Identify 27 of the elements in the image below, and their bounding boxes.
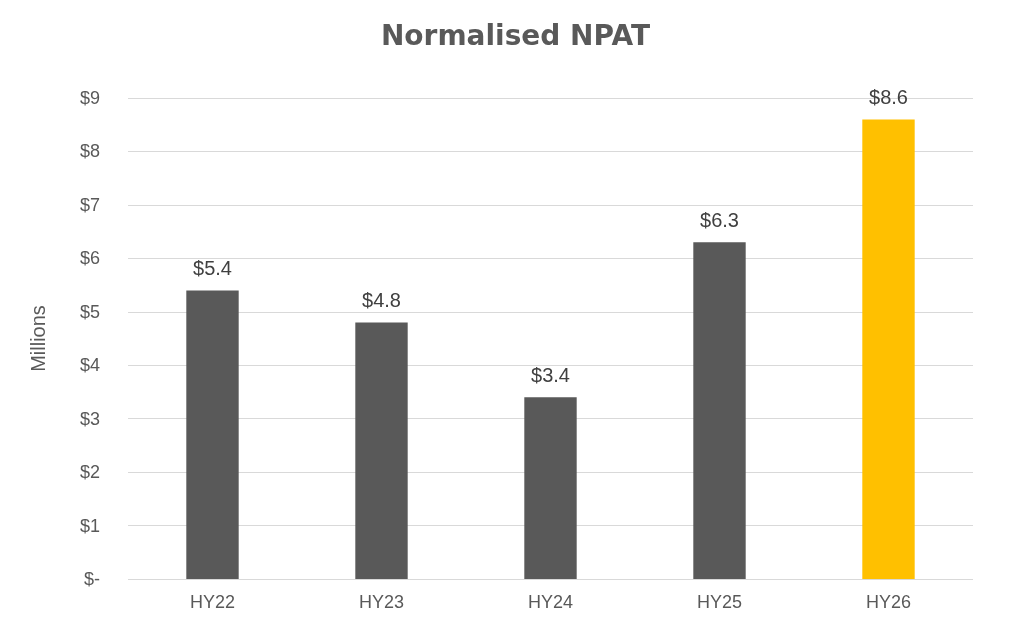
bar <box>355 322 408 579</box>
chart-title: Normalised NPAT <box>380 18 651 52</box>
x-tick-label: HY25 <box>696 592 743 612</box>
x-tick-label: HY24 <box>527 592 574 612</box>
y-tick-label: $5 <box>79 301 100 322</box>
y-tick-label: $7 <box>79 194 100 215</box>
y-tick-label: $6 <box>79 248 100 269</box>
y-tick-label: $9 <box>79 88 100 108</box>
x-tick-label: HY22 <box>189 592 236 612</box>
y-tick-label: $- <box>83 569 100 589</box>
x-tick-label: HY26 <box>865 592 912 612</box>
x-tick-label: HY23 <box>358 592 405 612</box>
y-tick-label: $8 <box>79 141 100 162</box>
data-label: $3.4 <box>531 364 570 387</box>
y-tick-label: $1 <box>79 515 100 536</box>
y-tick-label: $4 <box>79 355 100 376</box>
bar <box>186 290 239 579</box>
y-axis-title: Millions <box>27 305 49 372</box>
bar <box>693 242 746 579</box>
bar <box>862 119 915 579</box>
y-tick-label: $3 <box>79 408 100 429</box>
bar <box>524 397 577 579</box>
y-tick-label: $2 <box>79 462 100 483</box>
data-label: $4.8 <box>362 289 401 312</box>
data-label: $5.4 <box>193 257 232 280</box>
data-label: $8.6 <box>869 86 908 109</box>
data-label: $6.3 <box>700 209 739 232</box>
